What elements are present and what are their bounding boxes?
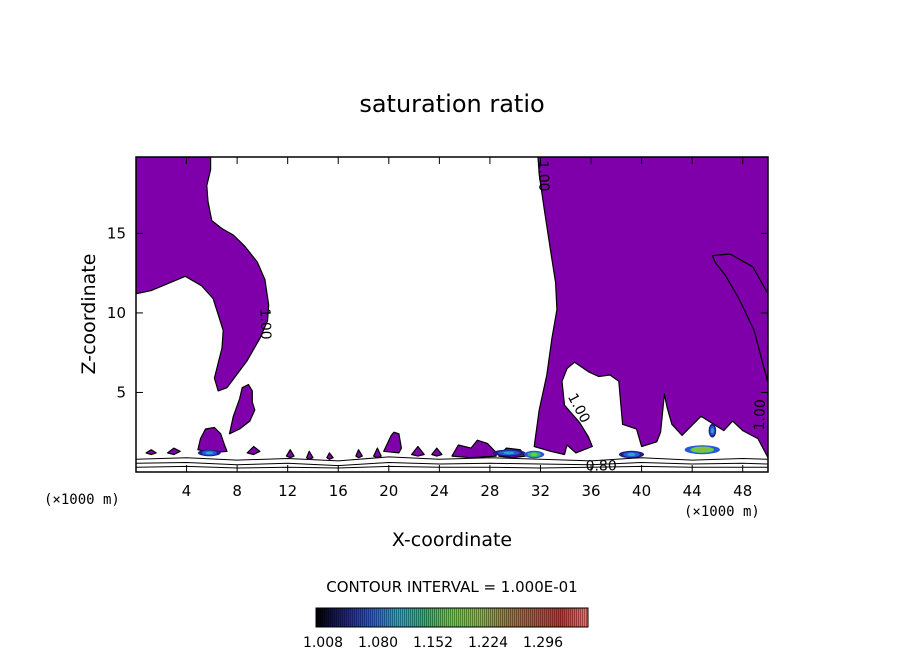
x-tick-label-44: 44 xyxy=(683,482,702,500)
region-speck-9 xyxy=(411,445,425,457)
colorbar-label-4: 1.224 xyxy=(468,635,508,651)
contour-lines xyxy=(136,456,768,469)
x-unit-left: (×1000 m) xyxy=(44,492,120,508)
region-speck-6 xyxy=(326,452,334,460)
contour-line-3 xyxy=(136,465,768,469)
y-axis: 5 10 15 xyxy=(107,224,768,401)
region-speck-5 xyxy=(306,450,314,460)
region-speck-8 xyxy=(373,447,382,459)
x-tick-label-12: 12 xyxy=(278,482,297,500)
colorbar-hatching xyxy=(316,608,588,627)
colorbar-labels: 1.008 1.080 1.152 1.224 1.296 xyxy=(303,635,563,651)
x-tick-label-8: 8 xyxy=(232,482,242,500)
region-speck-4 xyxy=(285,449,295,459)
region-speck-10 xyxy=(431,447,443,457)
x-tick-label-4: 4 xyxy=(182,482,192,500)
high-saturation-spots xyxy=(197,423,720,459)
x-unit-right: (×1000 m) xyxy=(684,504,760,520)
filled-regions xyxy=(136,157,768,460)
plot-frame xyxy=(135,156,769,473)
hot-spot-4-layer-3 xyxy=(627,452,636,457)
x-axis: 4 8 12 16 20 24 28 32 36 40 44 48 xyxy=(182,157,752,500)
contour-label-1: 1.00 xyxy=(534,160,551,192)
y-axis-label: Z-coordinate xyxy=(78,254,100,375)
x-tick-label-36: 36 xyxy=(581,482,600,500)
x-axis-label: X-coordinate xyxy=(392,529,512,551)
region-band-25-28 xyxy=(451,439,497,459)
x-tick-label-28: 28 xyxy=(480,482,499,500)
x-tick-label-16: 16 xyxy=(329,482,348,500)
colorbar-label-5: 1.296 xyxy=(523,635,563,651)
contour-line-1 xyxy=(136,456,768,462)
colorbar-label-3: 1.152 xyxy=(413,635,453,651)
x-tick-label-40: 40 xyxy=(632,482,651,500)
region-upper-left-plume xyxy=(136,157,270,392)
contour-interval-text: CONTOUR INTERVAL = 1.000E-01 xyxy=(326,578,577,596)
contour-line-2 xyxy=(136,461,768,467)
contour-label-5: 0.80 xyxy=(586,458,617,474)
hot-spot-6-layer-3 xyxy=(711,428,714,434)
chart-title: saturation ratio xyxy=(359,90,544,118)
hot-spot-2-layer-3 xyxy=(503,451,515,455)
region-speck-1 xyxy=(145,449,157,456)
y-tick-label-5: 5 xyxy=(116,383,126,401)
region-blob-at-x21 xyxy=(383,431,402,454)
contour-label-4: 1.00 xyxy=(752,399,769,431)
colorbar-frame xyxy=(315,607,589,628)
colorbar-label-1: 1.008 xyxy=(303,635,343,651)
x-tick-label-20: 20 xyxy=(379,482,398,500)
region-blob-at-x7 xyxy=(228,383,256,435)
y-tick-label-10: 10 xyxy=(107,304,126,322)
contour-label-2: 1.00 xyxy=(256,308,273,340)
region-speck-2 xyxy=(167,447,181,456)
region-right-plume xyxy=(533,157,768,459)
hot-spot-1-layer-3 xyxy=(205,451,214,455)
hot-spot-5-layer-3 xyxy=(696,447,709,452)
region-speck-7 xyxy=(355,449,363,459)
region-speck-3 xyxy=(246,445,261,456)
x-tick-label-48: 48 xyxy=(733,482,752,500)
y-tick-label-15: 15 xyxy=(107,224,126,242)
x-tick-label-32: 32 xyxy=(531,482,550,500)
colorbar-label-2: 1.080 xyxy=(358,635,398,651)
x-tick-label-24: 24 xyxy=(430,482,449,500)
hot-spot-3-layer-3 xyxy=(530,452,538,457)
